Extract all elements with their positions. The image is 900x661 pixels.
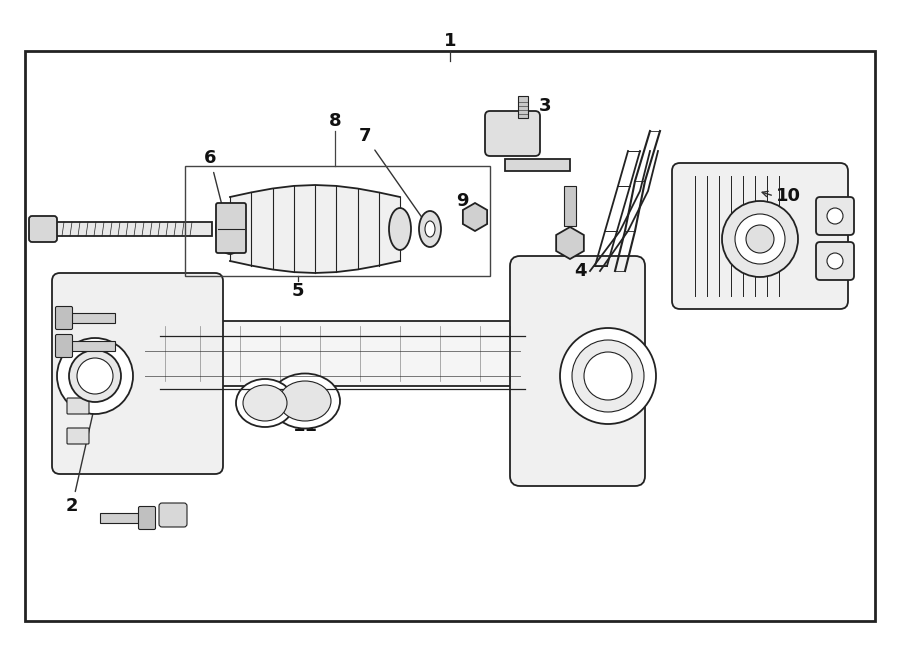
Ellipse shape	[389, 208, 411, 250]
Circle shape	[746, 225, 774, 253]
Bar	[185, 166, 490, 276]
FancyBboxPatch shape	[139, 506, 156, 529]
Text: 5: 5	[292, 282, 304, 300]
Text: 6: 6	[203, 149, 229, 225]
Bar	[63, 313, 115, 323]
Ellipse shape	[425, 221, 435, 237]
FancyBboxPatch shape	[816, 242, 854, 280]
Bar	[63, 341, 115, 351]
FancyBboxPatch shape	[67, 428, 89, 444]
Circle shape	[57, 338, 133, 414]
Circle shape	[572, 340, 644, 412]
Circle shape	[735, 214, 785, 264]
Text: 11: 11	[282, 406, 318, 435]
FancyBboxPatch shape	[29, 216, 57, 242]
FancyBboxPatch shape	[816, 197, 854, 235]
FancyBboxPatch shape	[56, 307, 73, 329]
Ellipse shape	[279, 381, 331, 421]
Text: 2: 2	[574, 352, 604, 417]
FancyBboxPatch shape	[135, 321, 585, 386]
Text: 7: 7	[359, 127, 428, 225]
Bar	[518, 96, 528, 118]
Ellipse shape	[270, 373, 340, 428]
Ellipse shape	[236, 379, 294, 427]
Circle shape	[77, 358, 113, 394]
Circle shape	[827, 253, 843, 269]
Circle shape	[584, 352, 632, 400]
FancyBboxPatch shape	[56, 334, 73, 358]
Bar	[100, 513, 145, 523]
Text: 10: 10	[776, 187, 800, 205]
Text: 1: 1	[444, 32, 456, 50]
FancyBboxPatch shape	[672, 163, 848, 309]
Text: 4: 4	[571, 245, 586, 280]
FancyBboxPatch shape	[159, 503, 187, 527]
Text: 3: 3	[520, 97, 551, 147]
Circle shape	[722, 201, 798, 277]
Text: 8: 8	[328, 112, 341, 130]
Circle shape	[827, 208, 843, 224]
FancyBboxPatch shape	[67, 398, 89, 414]
Ellipse shape	[216, 204, 244, 254]
Bar	[32, 222, 212, 236]
FancyBboxPatch shape	[510, 256, 645, 486]
Circle shape	[560, 328, 656, 424]
Bar	[25, 51, 875, 621]
Text: 9: 9	[455, 192, 472, 214]
FancyBboxPatch shape	[216, 203, 246, 253]
Circle shape	[69, 350, 121, 402]
Polygon shape	[230, 185, 400, 273]
Ellipse shape	[419, 211, 441, 247]
FancyBboxPatch shape	[485, 111, 540, 156]
FancyBboxPatch shape	[52, 273, 223, 474]
Text: 2: 2	[66, 395, 99, 515]
Bar	[564, 186, 576, 226]
Ellipse shape	[243, 385, 287, 421]
Bar	[505, 159, 570, 171]
